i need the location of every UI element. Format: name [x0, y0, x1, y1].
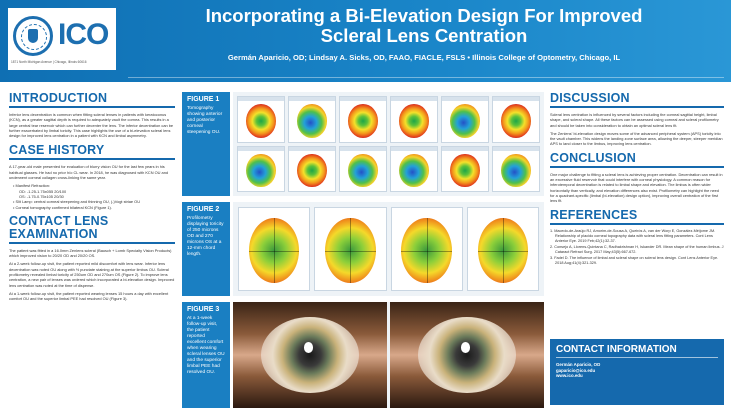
- exam-paragraph-3: At a 1-week follow-up visit, the patient…: [9, 290, 169, 302]
- figure-3-title: FIGURE 3: [187, 306, 220, 313]
- list-item: Corneal tomography confirmed bilateral K…: [13, 205, 175, 210]
- tomography-map: [492, 145, 540, 192]
- tomography-map: [339, 145, 387, 192]
- case-history-list: Manifest Refraction: OD: -1.25-1.75x055 …: [13, 183, 175, 209]
- college-seal-icon: [13, 16, 53, 56]
- left-eye-photo: [390, 302, 544, 408]
- right-column: DISCUSSION Scleral lens centration is in…: [550, 92, 724, 267]
- list-item: 1. Macedo-de-Araújo RJ, Amorim-de-Sousa …: [550, 228, 716, 243]
- contact-heading: CONTACT INFORMATION: [556, 344, 718, 358]
- tomography-map: [237, 145, 285, 192]
- title-line-1: Incorporating a Bi-Elevation Design For …: [205, 5, 643, 26]
- conclusion-heading: CONCLUSION: [550, 151, 724, 168]
- eye-photos: [233, 302, 544, 408]
- tomography-map: [237, 96, 285, 143]
- tomography-map: [339, 96, 387, 143]
- list-item: 3. Fadel D. The influence of limbal and …: [550, 256, 719, 266]
- profilometry-map: [466, 207, 539, 291]
- figure-1-title: FIGURE 1: [187, 96, 220, 103]
- contact-name: Germán Aparicio, OD: [556, 362, 601, 367]
- tomography-map: [390, 145, 438, 192]
- list-item: Slit Lamp: central corneal steepening an…: [13, 199, 175, 204]
- references-heading: REFERENCES: [550, 208, 724, 225]
- ico-logo: ICO 1871 North Michigan Avenue | Chicago…: [8, 8, 116, 70]
- tomography-map: [441, 96, 489, 143]
- discussion-heading: DISCUSSION: [550, 92, 724, 108]
- tomography-map: [441, 145, 489, 192]
- poster-header: ICO 1871 North Michigan Avenue | Chicago…: [0, 0, 731, 82]
- contact-information-box: CONTACT INFORMATION Germán Aparicio, OD …: [550, 339, 724, 405]
- tomography-map: [288, 96, 336, 143]
- figure-2-label-box: FIGURE 2 Profilometry displaying toricit…: [182, 202, 230, 296]
- contact-email[interactable]: gaparicio@ico.edu: [556, 367, 596, 373]
- figure-1-label-box: FIGURE 1 Tomography showing anterior and…: [182, 92, 230, 196]
- figure-1-caption: Tomography showing anterior and posterio…: [187, 106, 223, 135]
- list-item: OD: -1.25-1.75x055 20/100: [19, 188, 67, 194]
- list-item: 2. Consejo A, Llorens-Quintana C, Radhak…: [550, 244, 724, 254]
- figure-2-caption: Profilometry displaying toricity of 250 …: [187, 216, 224, 257]
- refraction-list: OD: -1.25-1.75x055 20/100 OS: -1.75-0.75…: [19, 189, 175, 200]
- contact-web[interactable]: www.ico.edu: [556, 373, 583, 379]
- left-column: INTRODUCTION Inferior lens decentration …: [9, 92, 175, 305]
- figure-2: FIGURE 2 Profilometry displaying toricit…: [182, 202, 544, 296]
- profilometry-map: [390, 207, 463, 291]
- references-list: 1. Macedo-de-Araújo RJ, Amorim-de-Sousa …: [550, 229, 724, 267]
- figure-3: FIGURE 3 At a 1-week follow-up visit, th…: [182, 302, 544, 408]
- exam-paragraph-1: The patient was fitted in a 16.0mm Zenle…: [9, 247, 172, 259]
- tomography-image: [233, 92, 544, 196]
- figures-column: FIGURE 1 Tomography showing anterior and…: [182, 92, 544, 408]
- profilometry-map: [314, 207, 387, 291]
- figure-2-title: FIGURE 2: [187, 206, 220, 213]
- tomography-map: [492, 96, 540, 143]
- case-history-text: A 17-year-old male presented for evaluat…: [9, 164, 169, 181]
- profilometry-map: [238, 207, 311, 291]
- exam-paragraph-2: At a 2-week follow-up visit, the patient…: [9, 261, 175, 288]
- figure-3-caption: At a 1-week follow-up visit, the patient…: [187, 316, 225, 375]
- tomography-map: [390, 96, 438, 143]
- list-item: OS: -1.75-0.75x105 20/30: [19, 193, 64, 199]
- figure-3-label-box: FIGURE 3 At a 1-week follow-up visit, th…: [182, 302, 230, 408]
- contact-lens-exam-heading: CONTACT LENS EXAMINATION: [9, 214, 175, 244]
- profilometry-image: [233, 202, 544, 296]
- header-divider: [128, 77, 724, 78]
- discussion-paragraph-1: Scleral lens centration is influenced by…: [550, 112, 719, 128]
- logo-subtitle: 1871 North Michigan Avenue | Chicago, Il…: [11, 60, 87, 64]
- conclusion-text: One major challenge to fitting a scleral…: [550, 171, 723, 204]
- introduction-text: Inferior lens decentration is common whe…: [9, 112, 174, 139]
- tomography-map: [288, 145, 336, 192]
- introduction-heading: INTRODUCTION: [9, 92, 175, 108]
- authors-line: Germán Aparicio, OD; Lindsay A. Sicks, O…: [227, 53, 621, 62]
- discussion-paragraph-2: The Zenlens' bi-elevation design moves s…: [550, 130, 723, 147]
- title-line-2: Scleral Lens Centration: [320, 25, 528, 46]
- poster-title: Incorporating a Bi-Elevation Design For …: [124, 6, 724, 46]
- figure-1: FIGURE 1 Tomography showing anterior and…: [182, 92, 544, 196]
- list-item: Manifest Refraction: OD: -1.25-1.75x055 …: [13, 183, 175, 199]
- case-history-heading: CASE HISTORY: [9, 144, 175, 161]
- logo-text: ICO: [58, 18, 109, 51]
- right-eye-photo: [233, 302, 387, 408]
